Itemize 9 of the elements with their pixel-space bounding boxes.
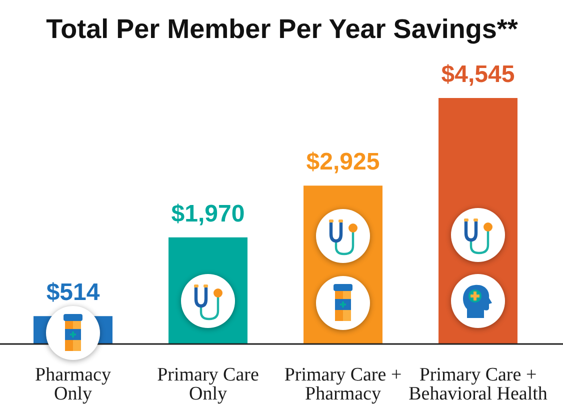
data-label: $1,970 xyxy=(171,200,245,228)
x-tick-label: Pharmacy Only xyxy=(35,364,112,404)
data-label: $514 xyxy=(46,279,100,306)
x-tick-label: Primary Care Only xyxy=(157,364,259,404)
x-tick-label: Primary Care + Behavioral Health xyxy=(408,364,548,404)
chart-title: Total Per Member Per Year Savings** xyxy=(46,14,518,44)
data-label: $4,545 xyxy=(441,61,515,88)
data-label: $2,925 xyxy=(306,148,380,176)
x-tick-label: Primary Care + Pharmacy xyxy=(284,364,402,404)
